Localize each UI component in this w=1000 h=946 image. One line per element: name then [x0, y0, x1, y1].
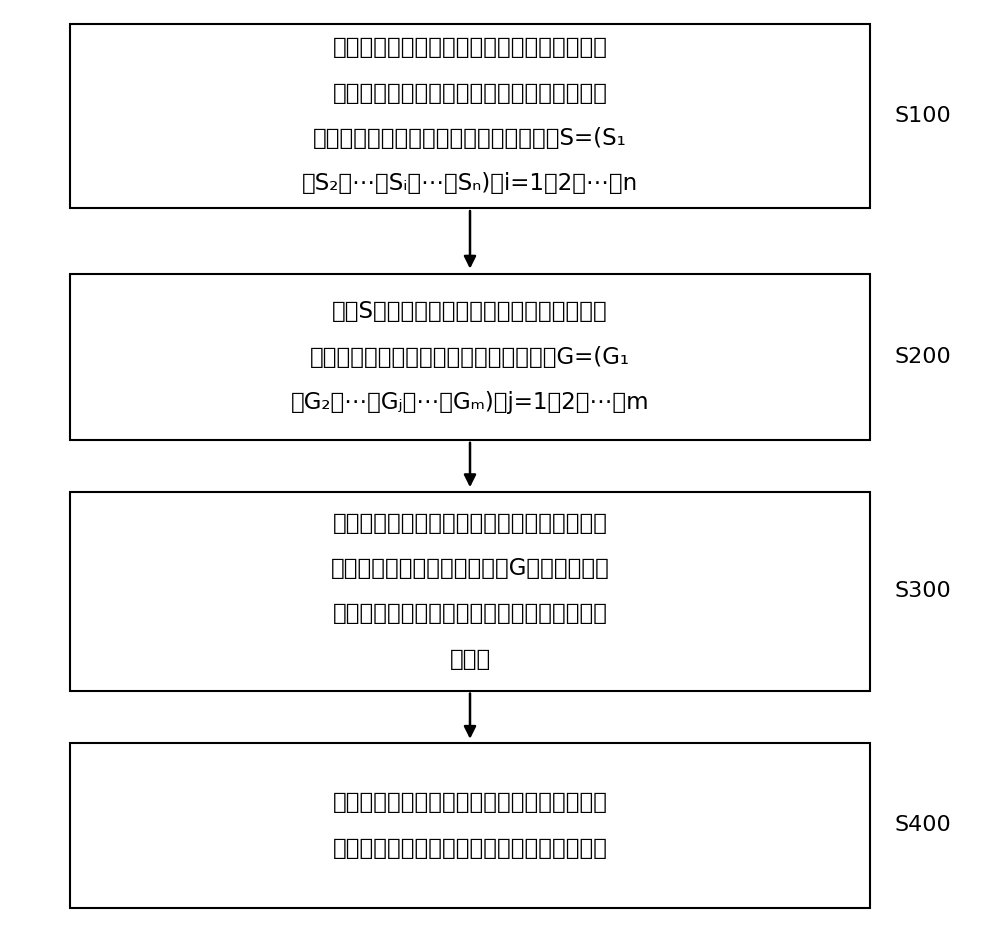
Text: S300: S300 — [895, 581, 952, 602]
Text: ，则根据预设的决策树算法从G对应的每一目: ，则根据预设的决策树算法从G对应的每一目 — [331, 557, 609, 580]
Text: 根据S，获取当前保障节点在目标时间段内对: 根据S，获取当前保障节点在目标时间段内对 — [332, 300, 608, 324]
FancyBboxPatch shape — [70, 743, 870, 908]
Text: S100: S100 — [895, 106, 952, 126]
Text: 机位的视频信息，以得到目标视频流列表S=(S₁: 机位的视频信息，以得到目标视频流列表S=(S₁ — [313, 127, 627, 150]
FancyBboxPatch shape — [70, 274, 870, 440]
Text: 获取设置在不同位置的，用于采集目标停机位: 获取设置在不同位置的，用于采集目标停机位 — [333, 36, 608, 60]
FancyBboxPatch shape — [70, 24, 870, 208]
Text: 标摄像头中确定当前保障节点对应的目标采信: 标摄像头中确定当前保障节点对应的目标采信 — [333, 603, 608, 625]
Text: 应的关键视频流，以得到关键视频流列表G=(G₁: 应的关键视频流，以得到关键视频流列表G=(G₁ — [310, 345, 630, 369]
FancyBboxPatch shape — [70, 492, 870, 691]
Text: 若当前保障节点不具有对应的预设采信摄像头: 若当前保障节点不具有对应的预设采信摄像头 — [333, 512, 608, 534]
Text: 根据当前保障节点对应的目标采信摄像头，确: 根据当前保障节点对应的目标采信摄像头，确 — [333, 791, 608, 815]
Text: ，S₂，⋯，Sᵢ，⋯，Sₙ)；i=1，2，⋯，n: ，S₂，⋯，Sᵢ，⋯，Sₙ)；i=1，2，⋯，n — [302, 172, 638, 196]
Text: 定当前保障节点对应的完成信息，并进行上传: 定当前保障节点对应的完成信息，并进行上传 — [333, 836, 608, 860]
Text: 摄像头: 摄像头 — [449, 648, 491, 671]
Text: 保障节点信息的每一目标摄像头采集的目标停: 保障节点信息的每一目标摄像头采集的目标停 — [333, 81, 608, 105]
Text: S200: S200 — [895, 347, 952, 367]
Text: S400: S400 — [895, 815, 952, 835]
Text: ，G₂，⋯，Gⱼ，⋯，Gₘ)；j=1，2，⋯，m: ，G₂，⋯，Gⱼ，⋯，Gₘ)；j=1，2，⋯，m — [291, 391, 649, 414]
